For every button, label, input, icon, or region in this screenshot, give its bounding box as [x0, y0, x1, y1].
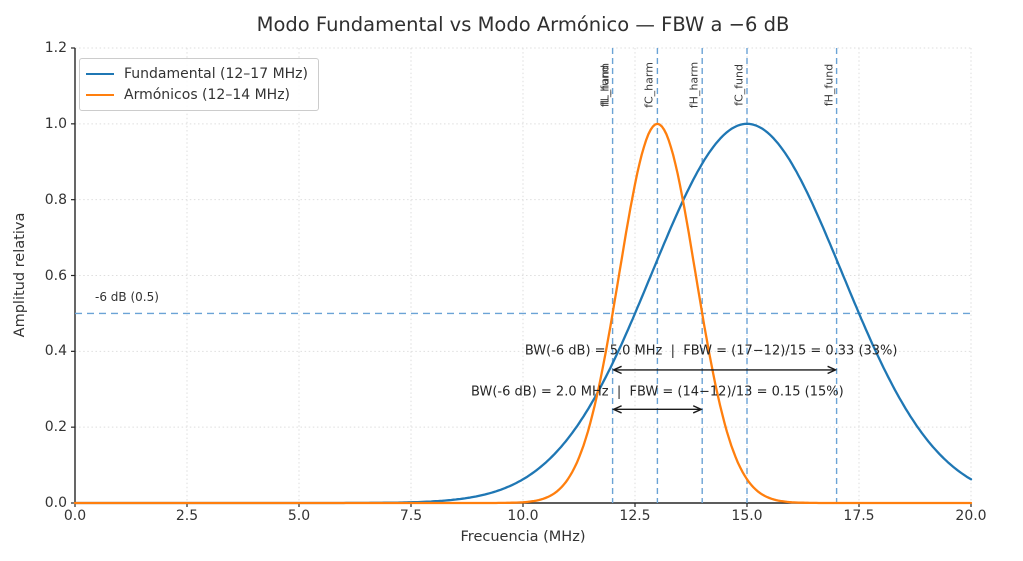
legend-label-fundamental: Fundamental (12–17 MHz): [124, 65, 308, 82]
freq-marker-label: fL_harm: [598, 62, 612, 108]
x-tick-label: 15.0: [731, 508, 763, 524]
legend-item-armonicos: Armónicos (12–14 MHz): [86, 84, 308, 105]
freq-marker-label: fC_harm: [642, 62, 656, 108]
legend-item-fundamental: Fundamental (12–17 MHz): [86, 63, 308, 84]
legend-line-sample-fundamental: [86, 72, 114, 75]
x-tick-label: 17.5: [843, 508, 875, 524]
y-tick-label: 1.2: [44, 40, 67, 56]
threshold-label: -6 dB (0.5): [95, 290, 159, 305]
freq-marker-label: fC_fund: [732, 64, 746, 106]
y-tick-label: 1.0: [44, 115, 67, 132]
bw-arrow-head-right: [692, 405, 703, 414]
x-tick-label: 2.5: [175, 508, 199, 524]
x-tick-label: 0.0: [63, 508, 87, 524]
y-tick-label: 0.8: [44, 191, 67, 208]
chart-title: Modo Fundamental vs Modo Armónico — FBW …: [256, 13, 790, 36]
y-tick-label: 0.2: [44, 419, 67, 436]
bw-arrow-head-left: [611, 405, 622, 414]
bandwidth-annotation-text: BW(-6 dB) = 5.0 MHz | FBW = (17−12)/15 =…: [524, 343, 898, 359]
y-tick-label: 0.0: [44, 495, 67, 511]
x-tick-label: 20.0: [955, 508, 987, 524]
freq-marker-label: fH_harm: [687, 61, 701, 109]
y-tick-label: 0.4: [44, 343, 67, 360]
bandwidth-annotation-text: BW(-6 dB) = 2.0 MHz | FBW = (14−12)/13 =…: [471, 384, 844, 400]
x-tick-label: 7.5: [399, 508, 423, 524]
legend: Fundamental (12–17 MHz) Armónicos (12–14…: [79, 58, 319, 111]
x-tick-label: 12.5: [619, 508, 651, 524]
legend-line-sample-armonicos: [86, 93, 114, 96]
y-tick-label: 0.6: [44, 267, 67, 284]
freq-marker-label: fH_fund: [822, 63, 836, 107]
x-axis-label: Frecuencia (MHz): [460, 529, 586, 545]
legend-label-armonicos: Armónicos (12–14 MHz): [124, 86, 291, 103]
bw-arrow-head-left: [611, 365, 622, 375]
x-tick-label: 5.0: [287, 508, 311, 524]
x-tick-label: 10.0: [507, 508, 539, 524]
series-curve-1: [73, 122, 973, 505]
bw-arrow-head-right: [827, 365, 838, 375]
